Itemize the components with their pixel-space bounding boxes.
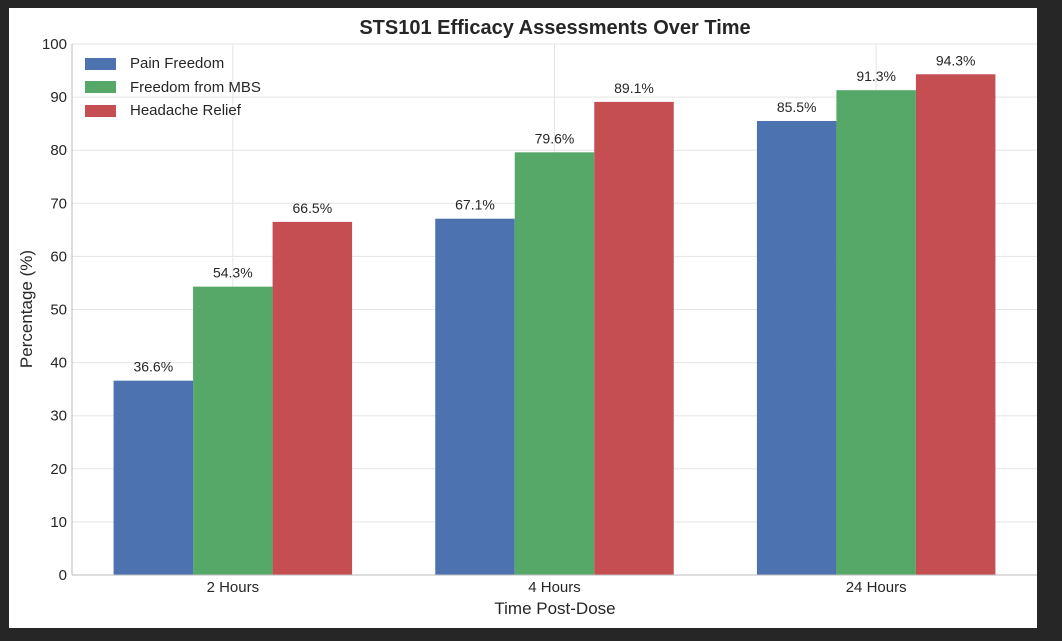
bar-headache-relief-24-hours: [915, 74, 996, 575]
x-tick-label: 24 Hours: [846, 579, 907, 596]
legend-swatch: [85, 81, 116, 94]
bar-value-label: 67.1%: [455, 197, 495, 213]
bar-headache-relief-2-hours: [272, 221, 353, 575]
bar-chart: 36.6% 67.1% 85.5% 54.3% 79.6% 91.3% 66.5% 89.1%…: [17, 17, 1037, 618]
legend-swatch: [85, 104, 116, 117]
x-axis-label: Time Post-Dose: [494, 599, 615, 618]
y-tick-label: 80: [50, 142, 67, 159]
x-tick-label: 4 Hours: [528, 579, 581, 596]
bar-value-label: 36.6%: [133, 359, 173, 375]
bar-pain-freedom-4-hours: [435, 218, 515, 575]
chart-frame: 36.6% 67.1% 85.5% 54.3% 79.6% 91.3% 66.5% 89.1%…: [9, 8, 1037, 628]
y-tick-label: 70: [50, 195, 67, 212]
bar-freedom-from-mbs-24-hours: [836, 90, 916, 576]
data-labels: 36.6% 67.1% 85.5% 54.3% 79.6% 91.3% 66.5% 89.1%…: [133, 52, 975, 374]
bar-freedom-from-mbs-2-hours: [193, 286, 273, 575]
bar-value-label: 89.1%: [614, 80, 654, 96]
bar-pain-freedom-24-hours: [756, 120, 837, 576]
y-tick-label: 0: [59, 567, 67, 584]
legend-label: Freedom from MBS: [130, 78, 261, 96]
y-axis-label: Percentage (%): [17, 250, 36, 368]
legend-label: Headache Relief: [130, 102, 241, 120]
legend-item-freedom-from-mbs: Freedom from MBS: [85, 76, 261, 100]
y-tick-label: 90: [50, 89, 67, 106]
bar-value-label: 66.5%: [292, 200, 332, 216]
bars: [113, 74, 996, 576]
bar-headache-relief-4-hours: [594, 101, 674, 575]
y-tick-label: 50: [50, 302, 67, 319]
legend-item-pain-freedom: Pain Freedom: [85, 52, 261, 76]
bar-freedom-from-mbs-4-hours: [514, 152, 595, 575]
y-tick-label: 30: [50, 408, 67, 425]
y-tick-label: 20: [50, 461, 67, 478]
bar-value-label: 94.3%: [936, 52, 976, 68]
x-tick-label: 2 Hours: [207, 579, 260, 596]
axes: 0 10 20 30 40 50 60 70 80 90 100 2 Hours 4 Hours 24 H…: [42, 36, 1037, 596]
bar-value-label: 54.3%: [213, 265, 253, 281]
bar-value-label: 79.6%: [535, 130, 575, 146]
y-tick-label: 60: [50, 248, 67, 265]
bar-pain-freedom-2-hours: [113, 380, 194, 575]
y-tick-label: 100: [42, 36, 67, 53]
legend-swatch: [85, 57, 116, 70]
chart-title: STS101 Efficacy Assessments Over Time: [359, 17, 750, 39]
bar-value-label: 85.5%: [777, 99, 817, 115]
y-tick-label: 10: [50, 514, 67, 531]
bar-value-label: 91.3%: [856, 68, 896, 84]
legend-item-headache-relief: Headache Relief: [85, 99, 261, 123]
legend-label: Pain Freedom: [130, 55, 225, 73]
legend: Pain Freedom Freedom from MBS Headache R…: [85, 52, 261, 123]
y-tick-label: 40: [50, 355, 67, 372]
